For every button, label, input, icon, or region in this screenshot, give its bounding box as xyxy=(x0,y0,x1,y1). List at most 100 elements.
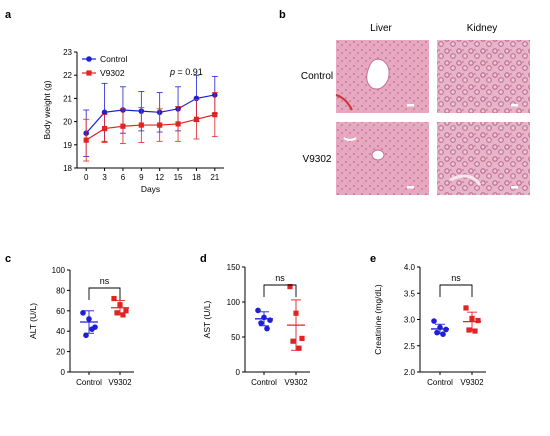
data-point xyxy=(123,308,129,314)
significance-bracket xyxy=(439,284,473,297)
series-line xyxy=(85,94,215,134)
data-point xyxy=(138,122,144,128)
y-tick-label: 23 xyxy=(63,48,72,57)
data-point xyxy=(101,125,108,132)
panel-letter-d: d xyxy=(200,253,207,265)
significance-label: ns xyxy=(451,273,461,283)
data-point xyxy=(255,307,261,314)
y-tick-label: 0 xyxy=(61,368,66,377)
data-point xyxy=(463,305,469,311)
kidney-control-image xyxy=(437,40,530,113)
y-axis-label: AST (U/L) xyxy=(202,301,212,339)
y-tick-label: 18 xyxy=(63,164,72,173)
x-tick-label: V9302 xyxy=(284,378,308,387)
p-symbol: p xyxy=(169,67,175,77)
series-line xyxy=(85,114,215,141)
x-tick-label: 0 xyxy=(84,173,89,182)
group-control xyxy=(431,318,449,338)
scale-bar xyxy=(511,186,518,189)
panel-letter-b: b xyxy=(279,9,286,21)
x-tick-label: V9302 xyxy=(108,378,132,387)
scale-bar xyxy=(407,104,414,107)
y-tick-label: 60 xyxy=(56,307,65,316)
significance-bracket xyxy=(88,287,121,300)
y-tick-label: 2.0 xyxy=(404,368,416,377)
y-tick-label: 21 xyxy=(63,94,72,103)
group-v9302 xyxy=(463,305,481,334)
y-tick-label: 100 xyxy=(52,266,66,275)
liver-v9302-image xyxy=(336,122,429,195)
data-point xyxy=(212,112,218,118)
x-tick-label: 18 xyxy=(192,173,201,182)
legend-label: V9302 xyxy=(100,68,125,78)
x-tick-label: 6 xyxy=(121,173,126,182)
row-label-control: Control xyxy=(301,71,333,82)
data-point xyxy=(89,326,95,332)
data-point xyxy=(466,327,472,333)
data-point xyxy=(440,331,446,338)
panel-letter-c: c xyxy=(5,253,11,265)
group-v9302 xyxy=(287,284,305,351)
panel-letter-a: a xyxy=(5,9,12,21)
data-point xyxy=(264,325,270,332)
charts-layer: a 18 19 20 21 22 23 0 3 6 9 12 15 18 21 Days Body weight… xyxy=(5,9,486,387)
y-tick-label: 150 xyxy=(227,263,241,272)
group-v9302 xyxy=(111,295,129,318)
histology-panel: b Liver Kidney Control V9302 xyxy=(279,9,530,195)
column-label-kidney: Kidney xyxy=(467,23,498,34)
y-axis-label: Body weight (g) xyxy=(42,80,52,139)
panel-letter-e: e xyxy=(370,253,376,265)
x-tick-label: 3 xyxy=(102,173,107,182)
scale-bar xyxy=(407,186,414,189)
data-point xyxy=(175,121,181,127)
y-tick-label: 80 xyxy=(56,286,65,295)
x-tick-label: 15 xyxy=(174,173,183,182)
data-point xyxy=(120,123,126,129)
y-tick-label: 100 xyxy=(227,298,241,307)
significance-bracket xyxy=(263,284,297,297)
kidney-v9302-image xyxy=(437,122,530,195)
data-point xyxy=(193,116,200,122)
group-control xyxy=(255,307,273,332)
data-point xyxy=(290,338,296,344)
y-axis-label: ALT (U/L) xyxy=(28,303,38,339)
x-tick-label: Control xyxy=(427,378,453,387)
data-point xyxy=(114,310,120,316)
chart-e: e 2.0 2.5 3.0 3.5 4.0 Control V9302 Creatinine (… xyxy=(370,253,486,387)
data-point xyxy=(475,317,481,324)
data-point xyxy=(83,332,89,339)
y-tick-label: 4.0 xyxy=(404,263,416,272)
data-point xyxy=(287,284,293,290)
y-tick-label: 50 xyxy=(231,333,240,342)
x-tick-label: 21 xyxy=(210,173,219,182)
y-tick-label: 20 xyxy=(63,118,72,127)
column-label-liver: Liver xyxy=(370,23,392,34)
legend-label: Control xyxy=(100,54,128,64)
p-value-annotation: p = 0.91 xyxy=(169,67,203,77)
y-tick-label: 20 xyxy=(56,348,65,357)
data-point xyxy=(299,335,305,341)
y-tick-label: 3.0 xyxy=(404,316,416,325)
chart-c: c 0 20 40 60 80 100 Control V9302 ALT (U/L) ns xyxy=(5,253,134,387)
y-tick-label: 40 xyxy=(56,327,65,336)
p-value: = 0.91 xyxy=(175,67,203,77)
data-point xyxy=(258,320,264,326)
y-tick-label: 22 xyxy=(63,71,72,80)
data-point xyxy=(296,345,302,351)
data-point xyxy=(111,295,117,302)
x-tick-label: Control xyxy=(76,378,102,387)
data-point xyxy=(157,122,163,128)
chart-d: d 0 50 100 150 Control V9302 AST (U/L) ns xyxy=(200,253,310,387)
legend-marker xyxy=(86,56,92,62)
y-tick-label: 19 xyxy=(63,141,72,150)
y-axis-label: Creatinine (mg/dL) xyxy=(373,284,383,355)
x-tick-label: 9 xyxy=(139,173,144,182)
scale-bar xyxy=(511,104,518,107)
x-tick-label: Control xyxy=(251,378,277,387)
data-point xyxy=(431,318,437,324)
series-v9302: V9302 xyxy=(82,68,218,162)
y-tick-label: 3.5 xyxy=(404,289,416,298)
significance-label: ns xyxy=(100,276,110,286)
